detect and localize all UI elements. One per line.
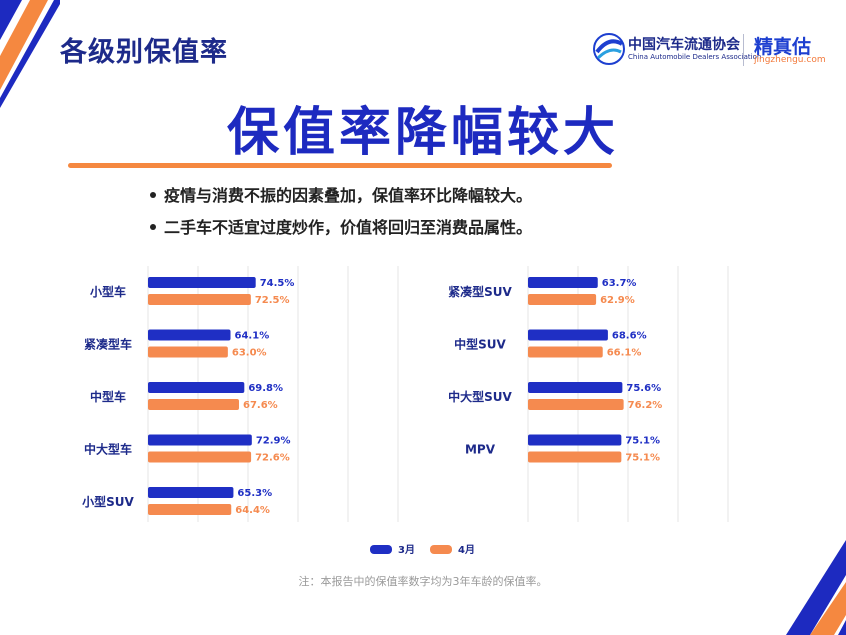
data-label: 65.3%: [237, 488, 272, 499]
data-label: 74.5%: [260, 278, 295, 289]
bar: [148, 329, 231, 341]
data-label: 72.5%: [255, 295, 290, 306]
data-label: 68.6%: [612, 331, 647, 342]
bar: [148, 277, 256, 288]
data-label: 76.2%: [628, 400, 663, 411]
section-title: 各级别保值率: [60, 37, 228, 68]
legend-swatch: [430, 545, 452, 554]
data-label: 64.4%: [235, 505, 270, 516]
logo-divider: [743, 34, 744, 66]
legend-swatch: [370, 545, 392, 554]
bar: [528, 382, 623, 393]
bar: [528, 346, 603, 358]
bar: [148, 487, 234, 498]
category-label: MPV: [465, 443, 496, 457]
data-label: 75.6%: [626, 383, 661, 394]
data-label: 63.0%: [232, 348, 267, 359]
bullet-dot-icon: [150, 223, 156, 230]
data-label: 67.6%: [243, 400, 278, 411]
bullet-item: 疫情与消费不振的因素叠加，保值率环比降幅较大。: [150, 182, 532, 206]
footnote: 注：本报告中的保值率数字均为3年车龄的保值率。: [298, 575, 548, 588]
category-label: 中大型SUV: [448, 389, 512, 404]
bullet-text: 疫情与消费不振的因素叠加，保值率环比降幅较大。: [164, 186, 533, 205]
bar: [528, 294, 597, 305]
category-label: 紧凑型SUV: [448, 284, 512, 299]
data-label: 64.1%: [235, 331, 270, 342]
top-left-stripes: [0, 0, 60, 108]
data-label: 69.8%: [248, 383, 283, 394]
page-title: 保值率降幅较大: [226, 103, 619, 163]
bullet-item: 二手车不适宜过度炒作，价值将回归至消费品属性。: [150, 214, 532, 238]
bar: [528, 277, 598, 288]
category-label: 中大型车: [84, 442, 132, 457]
cada-logo-english: China Automobile Dealers Association: [628, 53, 762, 61]
legend-label: 4月: [458, 544, 475, 556]
data-label: 62.9%: [600, 295, 635, 306]
data-label: 75.1%: [625, 436, 660, 447]
bar: [148, 434, 252, 446]
bar: [528, 434, 622, 446]
category-label: 小型SUV: [82, 494, 134, 509]
bullet-dot-icon: [150, 191, 156, 198]
jzg-logo-url: jingzhengu.com: [754, 55, 826, 65]
bottom-right-stripes: [786, 540, 846, 635]
data-label: 72.9%: [256, 436, 291, 447]
category-label: 小型车: [90, 284, 126, 299]
data-label: 72.6%: [255, 453, 290, 464]
data-label: 75.1%: [625, 453, 660, 464]
bar: [148, 451, 252, 463]
bar: [148, 399, 239, 410]
cada-logo-name: 中国汽车流通协会: [628, 37, 740, 53]
bar: [148, 346, 228, 358]
bar: [528, 451, 622, 463]
data-label: 66.1%: [607, 348, 642, 359]
logo-area: 中国汽车流通协会 China Automobile Dealers Associ…: [590, 30, 830, 70]
category-label: 中型车: [90, 389, 126, 404]
bar: [528, 329, 608, 341]
category-label: 紧凑型车: [84, 337, 132, 352]
jzg-logo-name: 精真估: [754, 36, 812, 58]
bar: [148, 294, 251, 305]
cada-logo-icon: [593, 33, 625, 65]
title-underline: [68, 163, 612, 168]
legend-label: 3月: [398, 544, 415, 556]
category-label: 中型SUV: [454, 337, 506, 352]
data-label: 63.7%: [602, 278, 637, 289]
bullet-text: 二手车不适宜过度炒作，价值将回归至消费品属性。: [164, 218, 533, 237]
bar: [148, 382, 245, 393]
bar: [528, 399, 624, 410]
bar: [148, 504, 232, 515]
